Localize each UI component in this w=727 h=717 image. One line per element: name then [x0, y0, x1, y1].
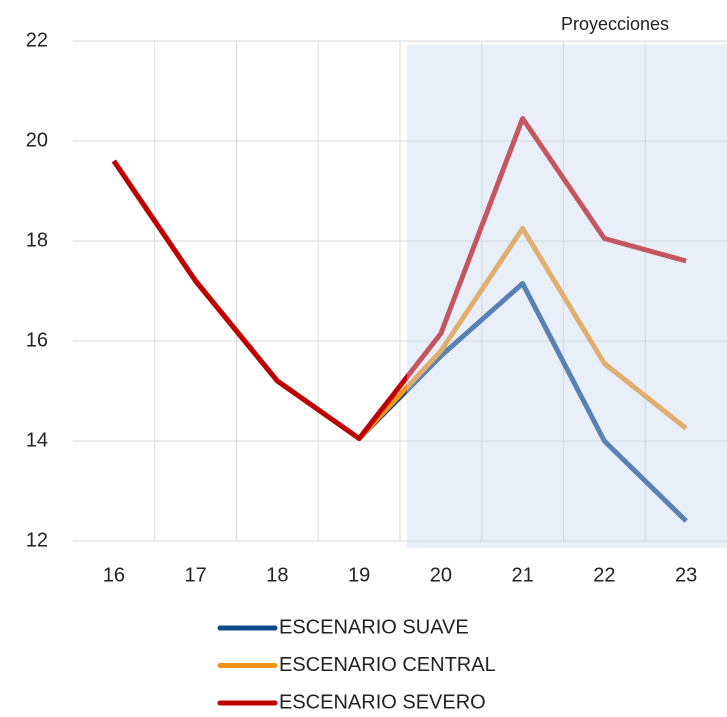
x-tick-label: 20 [430, 564, 452, 586]
projection-area [407, 45, 727, 548]
y-tick-label: 20 [26, 129, 48, 151]
x-tick-label: 21 [512, 564, 534, 586]
legend-label: ESCENARIO SUAVE [279, 616, 469, 638]
x-tick-label: 18 [266, 564, 288, 586]
x-tick-label: 23 [675, 564, 697, 586]
legend-label: ESCENARIO SEVERO [279, 691, 486, 713]
y-tick-label: 16 [26, 329, 48, 351]
x-tick-label: 22 [593, 564, 615, 586]
x-tick-label: 19 [348, 564, 370, 586]
y-tick-label: 22 [26, 29, 48, 51]
y-tick-label: 18 [26, 229, 48, 251]
x-tick-label: 17 [185, 564, 207, 586]
y-tick-label: 12 [26, 529, 48, 551]
y-tick-label: 14 [26, 429, 48, 451]
x-tick-label: 16 [103, 564, 125, 586]
legend-label: ESCENARIO CENTRAL [279, 654, 496, 676]
annotation: Proyecciones [561, 14, 669, 34]
series-line [111, 116, 687, 441]
